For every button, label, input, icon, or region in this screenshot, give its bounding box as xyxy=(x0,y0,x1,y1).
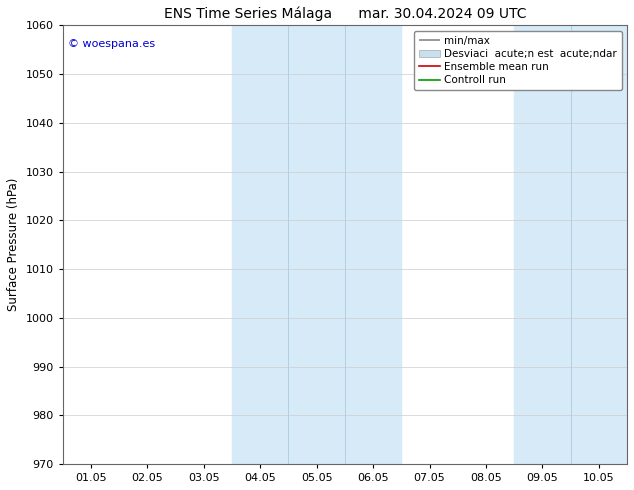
Title: ENS Time Series Málaga      mar. 30.04.2024 09 UTC: ENS Time Series Málaga mar. 30.04.2024 0… xyxy=(164,7,526,22)
Bar xyxy=(514,25,627,464)
Bar xyxy=(232,25,401,464)
Legend: min/max, Desviaci  acute;n est  acute;ndar, Ensemble mean run, Controll run: min/max, Desviaci acute;n est acute;ndar… xyxy=(413,30,622,90)
Text: © woespana.es: © woespana.es xyxy=(68,39,155,49)
Y-axis label: Surface Pressure (hPa): Surface Pressure (hPa) xyxy=(7,178,20,312)
